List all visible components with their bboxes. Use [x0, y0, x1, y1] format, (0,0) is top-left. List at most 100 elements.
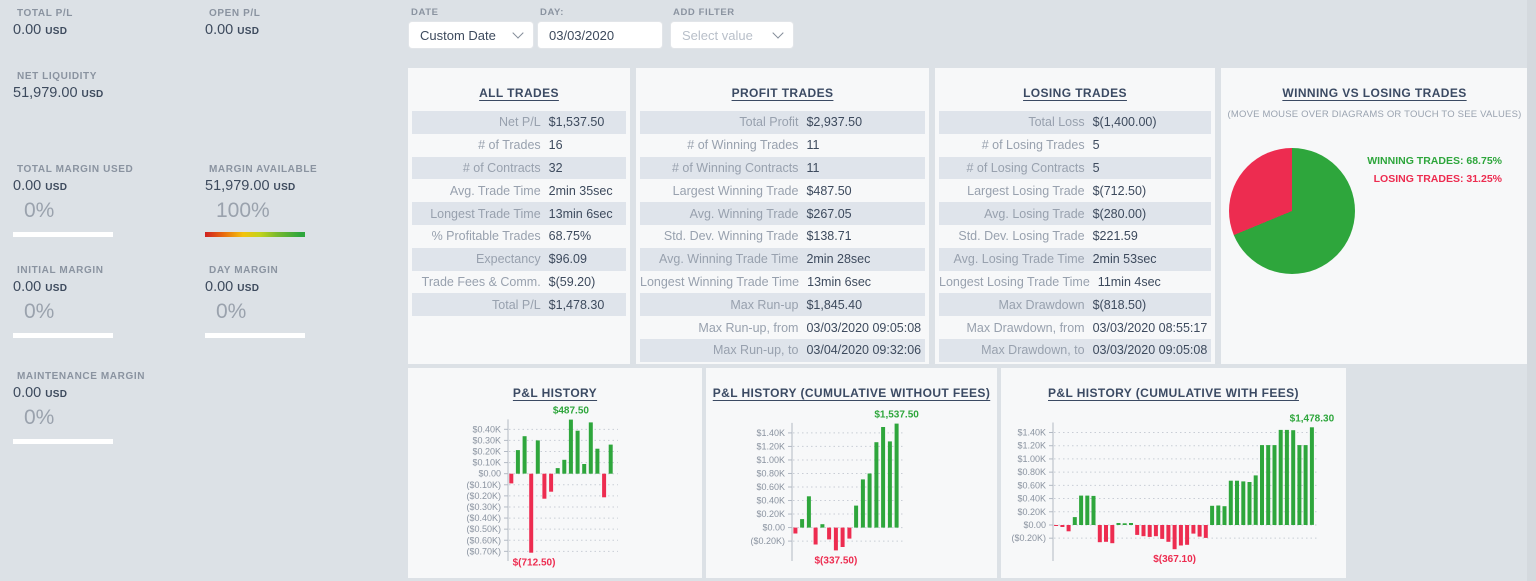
bar[interactable] — [549, 473, 554, 492]
bar[interactable] — [602, 473, 607, 498]
bar[interactable] — [1060, 525, 1065, 527]
bar[interactable] — [562, 459, 567, 474]
bar[interactable] — [833, 527, 838, 551]
pnl-history-title: P&L HISTORY — [512, 386, 598, 400]
bar[interactable] — [1129, 523, 1133, 525]
bar[interactable] — [1116, 523, 1121, 525]
bar[interactable] — [1278, 429, 1283, 525]
row-value: 11 — [806, 160, 820, 175]
bar[interactable] — [1241, 481, 1246, 525]
bar[interactable] — [820, 524, 825, 528]
bar[interactable] — [867, 473, 872, 528]
bar[interactable] — [1185, 525, 1190, 545]
row-value: $(280.00) — [1092, 206, 1147, 221]
table-row: Max Run-up, from 03/03/2020 09:05:08 — [640, 316, 925, 339]
bar[interactable] — [568, 419, 573, 474]
bar[interactable] — [1122, 523, 1127, 525]
bar[interactable] — [1085, 495, 1090, 525]
bar[interactable] — [1291, 430, 1296, 525]
table-row: Max Run-up $1,845.40 — [640, 293, 925, 317]
bar[interactable] — [793, 527, 798, 534]
bar[interactable] — [1166, 525, 1171, 542]
bar[interactable] — [1253, 475, 1258, 525]
bar[interactable] — [1210, 505, 1215, 525]
bar[interactable] — [806, 496, 811, 528]
bar[interactable] — [1272, 445, 1277, 525]
pnl-cumulative-fees-chart[interactable]: $1.40K $1.20K $1.00K $0.80K $0.60K $0.40K $0.2… — [1001, 400, 1346, 578]
bar[interactable] — [827, 527, 832, 540]
bar[interactable] — [874, 442, 879, 528]
bar[interactable] — [894, 423, 899, 528]
value-annotation: $1,537.50 — [874, 410, 919, 421]
row-label: Largest Losing Trade — [967, 183, 1085, 198]
bar[interactable] — [1216, 505, 1221, 526]
bar[interactable] — [1266, 445, 1271, 525]
date-select[interactable]: Custom Date — [408, 21, 534, 49]
bar[interactable] — [854, 505, 859, 528]
profit-trades-title: PROFIT TRADES — [731, 86, 834, 100]
bar[interactable] — [1054, 525, 1059, 526]
day-input[interactable] — [537, 21, 663, 49]
bar[interactable] — [1197, 525, 1202, 537]
bar[interactable] — [509, 473, 514, 484]
bar[interactable] — [1097, 525, 1102, 543]
net-liquidity-stat: NET LIQUIDITY 51,979.00 USD — [13, 71, 203, 101]
bar[interactable] — [1091, 495, 1096, 525]
stat-amount: 0.00 — [13, 178, 42, 194]
bar[interactable] — [847, 527, 852, 539]
pie-chart[interactable] — [1229, 148, 1355, 274]
bar[interactable] — [1079, 495, 1084, 525]
bar[interactable] — [555, 468, 560, 474]
table-row: Max Drawdown $(818.50) — [939, 293, 1211, 317]
bar[interactable] — [1172, 525, 1177, 550]
bar[interactable] — [881, 427, 886, 528]
bar[interactable] — [840, 527, 845, 547]
bar[interactable] — [1228, 480, 1233, 525]
bar[interactable] — [522, 436, 527, 474]
pnl-cumulative-nofees-chart[interactable]: $1.40K $1.20K $1.00K $0.80K $0.60K $0.40K $0.2… — [706, 400, 997, 578]
bar[interactable] — [1135, 525, 1140, 535]
bar[interactable] — [535, 440, 540, 474]
bar[interactable] — [588, 422, 593, 474]
bar[interactable] — [608, 444, 613, 474]
bar[interactable] — [1160, 525, 1165, 539]
bar[interactable] — [887, 441, 892, 528]
scrollbar-track[interactable] — [1527, 0, 1536, 581]
bar[interactable] — [1303, 445, 1308, 525]
row-value: 13min 6sec — [807, 274, 872, 289]
bar[interactable] — [1110, 525, 1115, 544]
y-tick-label: $0.40K — [756, 496, 785, 506]
bar[interactable] — [1260, 445, 1264, 525]
bar[interactable] — [1147, 525, 1152, 537]
add-filter-select[interactable]: Select value — [670, 21, 794, 49]
bar[interactable] — [1178, 525, 1183, 546]
bar[interactable] — [1235, 480, 1239, 525]
bar[interactable] — [1191, 525, 1196, 534]
bar[interactable] — [542, 473, 547, 499]
bar[interactable] — [813, 527, 818, 545]
bar[interactable] — [1066, 525, 1071, 532]
value-annotation: $(367.10) — [1153, 554, 1196, 565]
bar[interactable] — [575, 430, 580, 474]
bar[interactable] — [1247, 482, 1252, 525]
bar[interactable] — [1222, 506, 1227, 525]
pnl-history-chart[interactable]: $0.40K$0.30K$0.20K$0.10K$0.00($0.10K)($0… — [408, 400, 702, 578]
bar[interactable] — [1072, 517, 1077, 525]
bar[interactable] — [515, 450, 520, 474]
bar[interactable] — [1153, 525, 1158, 537]
bar[interactable] — [1141, 525, 1146, 537]
bar[interactable] — [529, 473, 534, 553]
bar[interactable] — [1203, 525, 1208, 538]
bar[interactable] — [860, 479, 865, 528]
bar[interactable] — [595, 448, 600, 474]
row-label: Avg. Losing Trade Time — [953, 252, 1085, 267]
bar[interactable] — [800, 519, 805, 528]
bar[interactable] — [1297, 445, 1302, 525]
win-vs-lose-title: WINNING VS LOSING TRADES — [1282, 86, 1467, 100]
bar[interactable] — [1104, 525, 1108, 542]
profit-trades-table: Total Profit $2,937.50 # of Winning Trades… — [636, 111, 929, 362]
bar[interactable] — [1309, 427, 1314, 525]
bar[interactable] — [1284, 429, 1289, 525]
all-trades-table: Net P/L $1,537.50 # of Trades 16 # of Contra… — [408, 111, 630, 317]
bar[interactable] — [582, 464, 587, 474]
